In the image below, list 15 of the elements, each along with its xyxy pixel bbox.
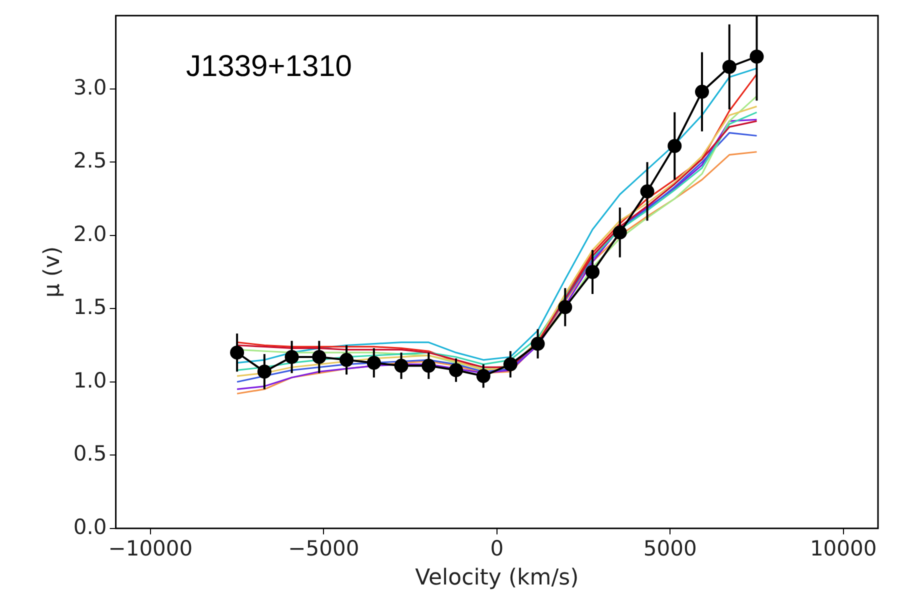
y-tick-label: 3.0: [73, 75, 107, 100]
x-tick-label: 0: [490, 536, 504, 560]
x-tick-label: 10000: [810, 536, 877, 560]
x-tick-label: −5000: [288, 536, 360, 560]
y-tick-label: 2.5: [73, 148, 107, 173]
x-tick-label: 5000: [643, 536, 697, 560]
y-axis-title: μ (v): [40, 246, 65, 298]
annotation: J1339+1310: [186, 50, 352, 84]
y-tick-label: 2.0: [73, 222, 107, 246]
y-tick-label: 1.0: [73, 368, 107, 392]
y-tick-label: 0.5: [73, 442, 107, 466]
y-tick-label: 0.0: [73, 514, 107, 539]
y-tick-label: 1.5: [73, 295, 107, 320]
x-axis-title: Velocity (km/s): [415, 566, 579, 591]
x-tick-label: −10000: [108, 536, 193, 560]
